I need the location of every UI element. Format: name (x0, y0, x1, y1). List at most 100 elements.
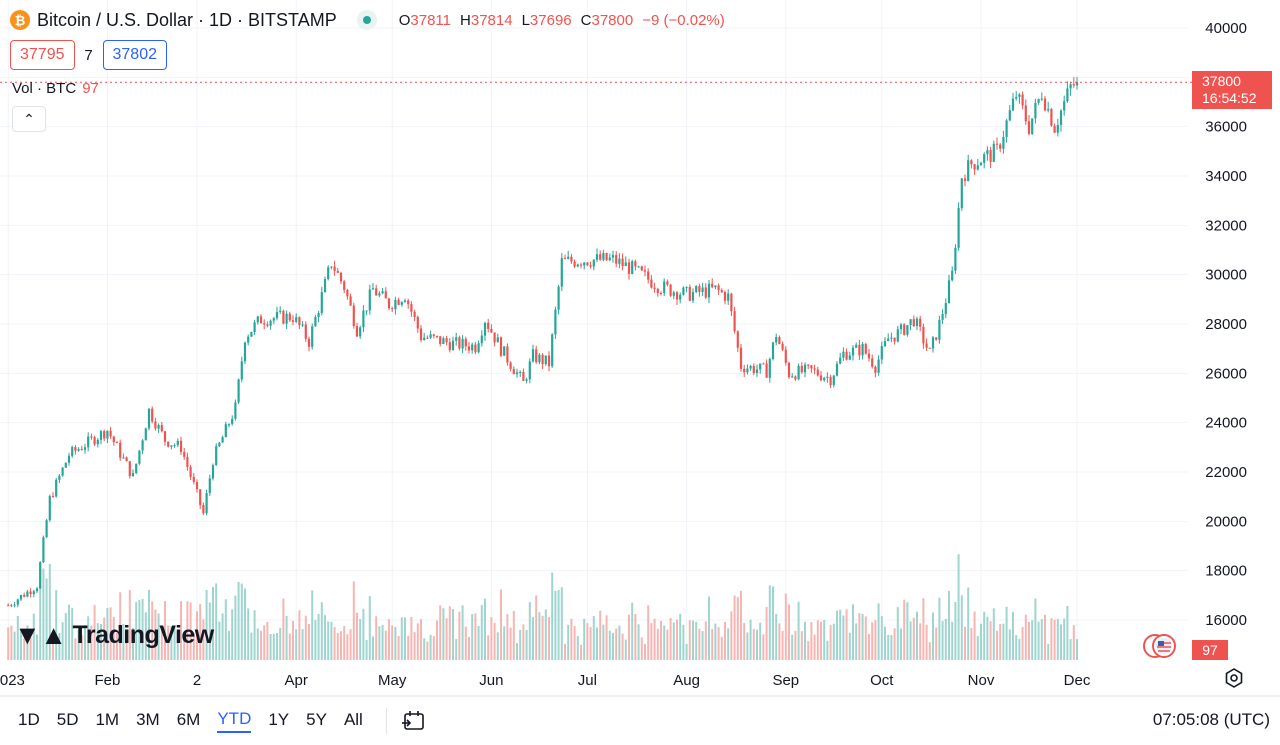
volume-bar (346, 634, 349, 660)
candle-body (106, 430, 109, 439)
volume-bar (676, 619, 678, 660)
candle-body (266, 324, 269, 326)
sell-button[interactable]: 37795 (10, 40, 75, 70)
utc-clock[interactable]: 07:05:08 (UTC) (1152, 710, 1270, 729)
candle-body (23, 594, 26, 597)
candle-body (608, 257, 611, 261)
candle-body (941, 313, 944, 320)
timeframe-all[interactable]: All (343, 710, 363, 729)
volume-bar (397, 635, 400, 660)
volume-bar (877, 603, 880, 660)
candle-body (55, 479, 58, 497)
volume-bar (256, 628, 259, 660)
settings-icon[interactable] (1224, 668, 1244, 688)
volume-bar (948, 591, 950, 660)
volume-bar (352, 581, 355, 660)
collapse-legend-button[interactable]: ⌃ (12, 106, 46, 132)
volume-bar (423, 638, 426, 660)
volume-bar (452, 609, 454, 660)
candle-body (464, 338, 467, 347)
volume-bar (512, 610, 515, 660)
timeframe-3m[interactable]: 3M (136, 710, 160, 729)
volume-bar (746, 632, 749, 660)
buy-button[interactable]: 37802 (102, 40, 167, 70)
high-value: 37814 (470, 11, 513, 29)
volume-bar (909, 621, 912, 660)
timeframe-6m[interactable]: 6M (176, 710, 201, 729)
volume-bar (36, 634, 38, 660)
volume-bar (122, 624, 125, 660)
candle-body (343, 281, 346, 291)
candle-body (330, 266, 333, 268)
volume-bar (285, 615, 288, 660)
volume-bar (394, 626, 397, 660)
candle-body (35, 588, 39, 592)
candle-body (519, 371, 522, 373)
volume-bar (621, 633, 624, 660)
timeframe-1m[interactable]: 1M (95, 710, 120, 729)
volume-bar (349, 629, 352, 660)
candle-body (627, 262, 631, 274)
candle-body (666, 281, 669, 285)
volume-bar (10, 625, 13, 660)
volume-bar (912, 617, 915, 660)
timeframe-5d[interactable]: 5D (56, 710, 79, 729)
volume-bar (916, 611, 918, 660)
candle-body (906, 325, 909, 335)
volume-bar (605, 615, 608, 660)
candle-body (19, 594, 23, 600)
candle-body (298, 317, 301, 326)
volume-bar (490, 617, 493, 660)
timeframe-5y[interactable]: 5Y (306, 710, 327, 729)
volume-value: 97 (82, 80, 99, 97)
candle-body (394, 299, 397, 310)
candle-body (160, 425, 163, 432)
volume-bar (391, 625, 394, 660)
candle-body (701, 287, 704, 293)
volume-bar (503, 626, 506, 660)
candle-body (871, 358, 874, 367)
volume-bar (16, 615, 19, 660)
timeframe-1y[interactable]: 1Y (268, 710, 290, 729)
tradingview-logo[interactable]: ▼▲ TradingView (14, 620, 214, 651)
volume-bar (884, 626, 886, 660)
candle-body (10, 605, 13, 607)
volume-bar (727, 628, 730, 660)
volume-bar (231, 609, 234, 660)
candle-body (922, 326, 925, 344)
us-flag-icon[interactable] (1142, 633, 1186, 659)
volume-bar (976, 636, 979, 660)
volume-bar (791, 634, 794, 660)
volume-bar (276, 633, 278, 660)
volume-legend[interactable]: Vol · BTC 97 (12, 80, 99, 97)
volume-bar (1018, 638, 1021, 660)
price-axis-label: 18000 (1205, 563, 1247, 580)
volume-bar (208, 602, 211, 660)
volume-bar (928, 642, 931, 660)
time-axis-label: Jul (578, 672, 597, 689)
candle-body (64, 462, 67, 468)
symbol-title[interactable]: Bitcoin / U.S. Dollar · 1D · BITSTAMP (37, 9, 337, 30)
volume-bar (132, 628, 134, 660)
volume-bar (1024, 614, 1027, 660)
candle-body (439, 336, 442, 344)
candle-body (339, 272, 343, 282)
candle-body (1063, 101, 1066, 111)
price-axis-label: 30000 (1205, 267, 1247, 284)
volume-bar (20, 630, 22, 660)
candle-body (455, 337, 458, 341)
candle-body (733, 311, 736, 332)
volume-bar (295, 629, 298, 660)
calendar-range-icon[interactable] (401, 708, 427, 734)
volume-bar (272, 633, 275, 660)
volume-bar (170, 626, 173, 660)
volume-bar (832, 623, 835, 660)
volume-bar (615, 628, 618, 660)
candle-body (647, 271, 650, 280)
timeframe-1d[interactable]: 1D (18, 710, 40, 729)
volume-bar (1047, 643, 1050, 660)
market-status-icon[interactable] (362, 16, 371, 24)
symbol-header[interactable]: ₿ Bitcoin / U.S. Dollar · 1D · BITSTAMP … (10, 8, 725, 32)
timeframe-ytd[interactable]: YTD (217, 709, 252, 733)
